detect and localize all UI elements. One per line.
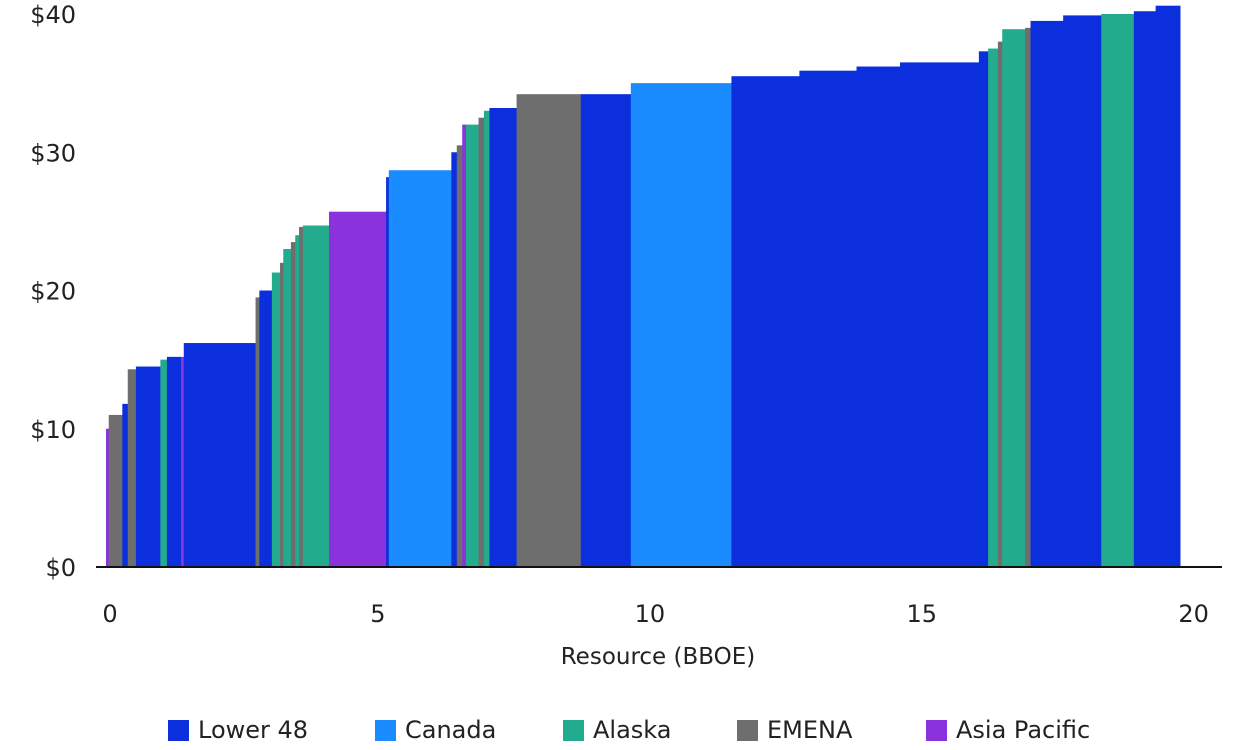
bar-segment-lower-48 xyxy=(1030,20,1064,568)
bar-segment-emena xyxy=(1025,27,1031,567)
y-tick-label: $40 xyxy=(30,1,76,29)
legend-label-asia-pacific: Asia Pacific xyxy=(956,716,1091,744)
legend-swatch-lower-48 xyxy=(168,719,189,741)
legend-label-lower-48: Lower 48 xyxy=(198,716,309,744)
x-tick-label: 15 xyxy=(906,600,937,628)
bar-segment-lower-48 xyxy=(259,290,273,567)
y-tick-label: $30 xyxy=(30,139,76,167)
legend-item-asia-pacific: Asia Pacific xyxy=(926,712,1090,748)
bar-segment-emena xyxy=(255,297,260,567)
x-tick-label: 10 xyxy=(635,600,666,628)
bar-segment-emena xyxy=(290,242,296,568)
legend-item-alaska: Alaska xyxy=(563,712,671,748)
bar-segment-lower-48 xyxy=(122,403,129,567)
legend-swatch-asia-pacific xyxy=(926,719,947,741)
legend-item-canada: Canada xyxy=(375,712,496,748)
bar-segment-alaska xyxy=(483,110,490,567)
y-axis-tick-labels: $0 $10 $20 $30 $40 xyxy=(30,1,76,582)
bar-segment-lower-48 xyxy=(489,108,517,567)
y-tick-label: $0 xyxy=(45,554,76,582)
bar-segment-emena xyxy=(280,262,284,567)
x-axis-title: Resource (BBOE) xyxy=(561,644,756,670)
bar-segment-lower-48 xyxy=(731,76,800,568)
bar-segment-emena xyxy=(997,41,1003,567)
legend-label-canada: Canada xyxy=(405,716,497,744)
bar-segment-emena xyxy=(127,369,137,567)
legend-label-emena: EMENA xyxy=(767,716,853,744)
bar-segment-asia-pacific xyxy=(181,356,185,567)
bar-segment-asia-pacific xyxy=(328,211,387,567)
supply-cost-chart: $0 $10 $20 $30 $40 0 5 10 15 20 Resource (BBOE) xyxy=(30,1,1222,670)
bar-segment-lower-48 xyxy=(1155,5,1181,567)
bar-segment-lower-48 xyxy=(799,70,857,568)
bar-segment-lower-48 xyxy=(386,177,390,567)
bar-segment-lower-48 xyxy=(978,51,989,567)
bar-segment-alaska xyxy=(283,249,292,567)
x-tick-label: 5 xyxy=(370,600,385,628)
bar-segment-lower-48 xyxy=(166,356,182,567)
legend: Lower 48 Canada Alaska EMENA Asia Pacifi… xyxy=(0,712,1236,748)
bar-segment-alaska xyxy=(295,235,300,567)
bar-segment-lower-48 xyxy=(900,62,980,567)
bar-segment-alaska xyxy=(1101,14,1135,567)
bar-segment-alaska xyxy=(160,359,168,568)
legend-label-alaska: Alaska xyxy=(593,716,672,744)
bar-segment-emena xyxy=(108,414,123,567)
x-tick-label: 20 xyxy=(1178,600,1209,628)
bar-segment-lower-48 xyxy=(1063,15,1102,567)
bar-segment-lower-48 xyxy=(856,66,901,567)
bar-segment-alaska xyxy=(988,48,999,568)
bar-segment-lower-48 xyxy=(580,94,632,568)
bar-segment-emena xyxy=(478,117,485,567)
bar-segment-lower-48 xyxy=(183,343,256,567)
bar-segment-alaska xyxy=(1002,29,1026,567)
bar-segment-emena xyxy=(516,94,582,568)
bar-segment-alaska xyxy=(302,225,330,567)
bar-segment-lower-48 xyxy=(1133,11,1157,568)
legend-swatch-alaska xyxy=(563,719,584,741)
y-tick-label: $10 xyxy=(30,416,76,444)
legend-item-emena: EMENA xyxy=(737,712,852,748)
bar-segment-asia-pacific xyxy=(462,124,467,567)
bar-segment-lower-48 xyxy=(451,152,458,567)
legend-swatch-emena xyxy=(737,719,758,741)
x-axis-tick-labels: 0 5 10 15 20 xyxy=(102,600,1209,628)
bar-segment-asia-pacific xyxy=(106,428,110,567)
bar-segment-emena xyxy=(456,145,463,567)
bar-segment-alaska xyxy=(466,124,479,567)
bar-segment-canada xyxy=(388,170,452,567)
y-tick-label: $20 xyxy=(30,278,76,306)
legend-item-lower-48: Lower 48 xyxy=(168,712,308,748)
bar-segment-canada xyxy=(630,83,732,568)
bar-segment-lower-48 xyxy=(135,366,161,567)
bar-segment-alaska xyxy=(271,272,281,567)
bar-segment-emena xyxy=(299,226,304,567)
bars-group xyxy=(106,5,1181,568)
x-tick-label: 0 xyxy=(102,600,117,628)
legend-swatch-canada xyxy=(375,719,396,741)
